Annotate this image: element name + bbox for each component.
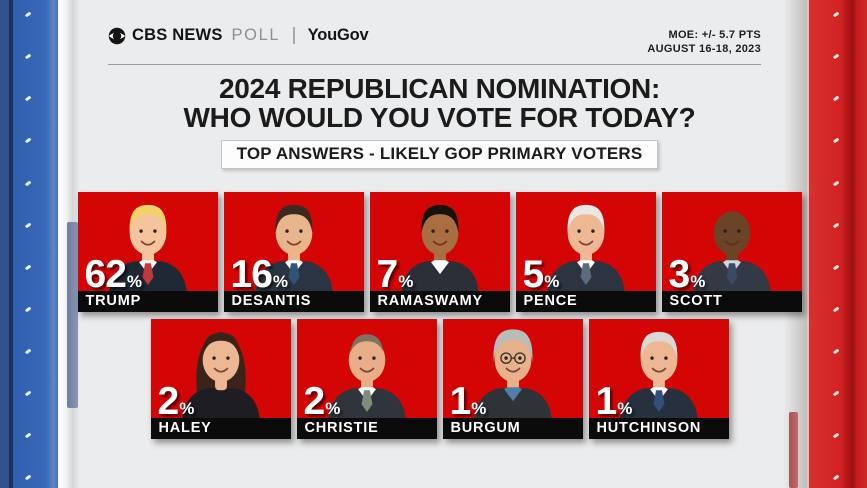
content-panel: CBS NEWS POLL YouGov MOE: +/- 5.7 PTS AU… [72, 0, 807, 488]
stitch-dots-left [24, 0, 32, 488]
candidate-percentage: 1% [450, 382, 487, 421]
logo-divider [293, 27, 295, 44]
candidate-card: 3% SCOTT [661, 191, 802, 312]
candidate-card: 1% HUTCHINSON [588, 318, 729, 439]
candidate-percentage: 2% [158, 382, 195, 421]
header: CBS NEWS POLL YouGov MOE: +/- 5.7 PTS AU… [72, 0, 807, 57]
percent-sign: % [690, 271, 706, 291]
subtitle-badge: TOP ANSWERS - LIKELY GOP PRIMARY VOTERS [220, 139, 659, 169]
right-page-curl [789, 412, 798, 488]
candidate-pct-value: 1 [449, 379, 472, 423]
candidate-percentage: 3% [669, 255, 706, 294]
candidate-photo [297, 319, 437, 418]
candidate-pct-value: 1 [595, 379, 618, 423]
moe-line: MOE: +/- 5.7 PTS [668, 29, 761, 41]
title-line-1: 2024 REPUBLICAN NOMINATION: [219, 72, 660, 104]
percent-sign: % [471, 398, 487, 418]
candidate-percentage: 1% [596, 382, 633, 421]
candidate-name: HALEY [150, 417, 291, 439]
red-fabric-edge [807, 0, 867, 488]
candidate-pct-value: 3 [668, 252, 691, 296]
candidate-pct-value: 5 [522, 252, 545, 296]
blue-fabric-edge [0, 0, 58, 488]
subtitle-wrap: TOP ANSWERS - LIKELY GOP PRIMARY VOTERS [72, 139, 807, 169]
candidate-photo [370, 192, 510, 291]
percent-sign: % [398, 271, 414, 291]
cbs-eye-icon [108, 27, 126, 44]
left-page-curl [67, 222, 78, 408]
candidate-grid: 62% TRUMP 16% DESANTIS 7% RAMASWAMY 5% P… [72, 191, 807, 439]
candidate-name: TRUMP [77, 290, 218, 312]
candidate-card: 7% RAMASWAMY [369, 191, 510, 312]
candidate-name: PENCE [515, 290, 656, 312]
candidate-name: DESANTIS [223, 290, 364, 312]
candidate-card: 62% TRUMP [77, 191, 218, 312]
candidate-pct-value: 62 [84, 252, 127, 296]
percent-sign: % [179, 398, 195, 418]
candidate-card: 2% HALEY [150, 318, 291, 439]
cbs-news-poll-logo: CBS NEWS POLL YouGov [108, 26, 369, 45]
candidate-name: BURGUM [442, 417, 583, 439]
methodology-note: MOE: +/- 5.7 PTS AUGUST 16-18, 2023 [647, 28, 761, 57]
candidate-photo [151, 319, 291, 418]
candidate-pct-value: 16 [230, 252, 273, 296]
header-rule [108, 63, 761, 65]
candidate-card: 1% BURGUM [442, 318, 583, 439]
candidate-percentage: 5% [523, 255, 560, 294]
candidate-pct-value: 7 [376, 252, 399, 296]
stitch-dots-right [832, 0, 840, 488]
percent-sign: % [544, 271, 560, 291]
percent-sign: % [126, 271, 143, 291]
title-line-2: WHO WOULD YOU VOTE FOR TODAY? [183, 102, 696, 134]
network-name: CBS NEWS [132, 26, 223, 44]
partner-name: YouGov [307, 26, 369, 44]
candidate-card: 2% CHRISTIE [296, 318, 437, 439]
percent-sign: % [272, 271, 289, 291]
candidate-pct-value: 2 [303, 379, 326, 423]
candidate-row-1: 62% TRUMP 16% DESANTIS 7% RAMASWAMY 5% P… [72, 191, 807, 312]
candidate-name: CHRISTIE [296, 417, 437, 439]
candidate-name: SCOTT [661, 290, 802, 312]
candidate-photo [78, 192, 218, 291]
candidate-pct-value: 2 [157, 379, 180, 423]
candidate-percentage: 16% [231, 255, 289, 294]
percent-sign: % [617, 398, 633, 418]
candidate-percentage: 2% [304, 382, 341, 421]
candidate-photo [224, 192, 364, 291]
candidate-photo [516, 192, 656, 291]
candidate-photo [662, 192, 802, 291]
program-name: POLL [231, 26, 281, 44]
candidate-name: RAMASWAMY [369, 290, 510, 312]
candidate-row-2: 2% HALEY 2% CHRISTIE 1% BURGUM 1% HUTCHI… [72, 318, 807, 439]
candidate-photo [443, 319, 583, 418]
percent-sign: % [325, 398, 341, 418]
candidate-card: 16% DESANTIS [223, 191, 364, 312]
candidate-card: 5% PENCE [515, 191, 656, 312]
candidate-photo [589, 319, 729, 418]
poll-dates: AUGUST 16-18, 2023 [647, 43, 761, 56]
candidate-percentage: 7% [377, 255, 414, 294]
candidate-percentage: 62% [85, 255, 143, 294]
page-title: 2024 REPUBLICAN NOMINATION: WHO WOULD YO… [72, 72, 807, 134]
candidate-name: HUTCHINSON [588, 417, 729, 439]
